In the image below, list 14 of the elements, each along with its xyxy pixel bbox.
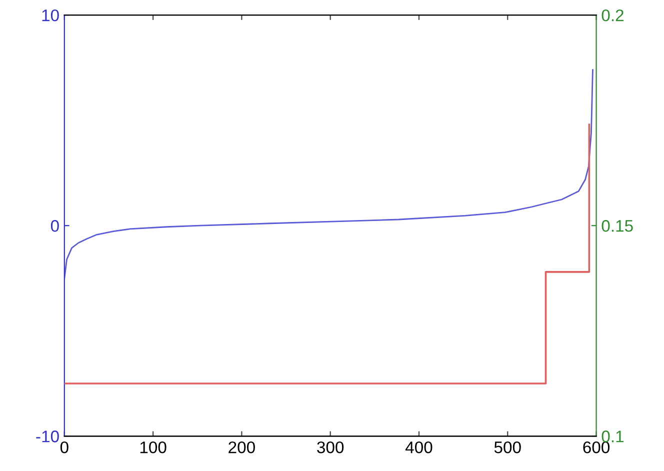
y-tick-label: 0 [50,220,59,232]
x-tick-label: 400 [405,441,432,454]
y2-tick-label: 0.1 [602,430,624,442]
y2-tick-label: 0.15 [602,220,633,232]
y2-tick-label: 0.2 [602,9,624,22]
x-tick-label: 100 [140,441,166,454]
line-series [64,69,594,279]
x-tick-label: 300 [317,441,344,454]
x-tick-label: 0 [60,441,68,454]
y-tick-label: 10 [42,9,59,22]
x-tick-label: 600 [583,441,610,454]
x-tick-label: 200 [228,441,255,454]
x-tick-label: 500 [494,441,521,454]
y-tick-label: -10 [36,430,59,442]
